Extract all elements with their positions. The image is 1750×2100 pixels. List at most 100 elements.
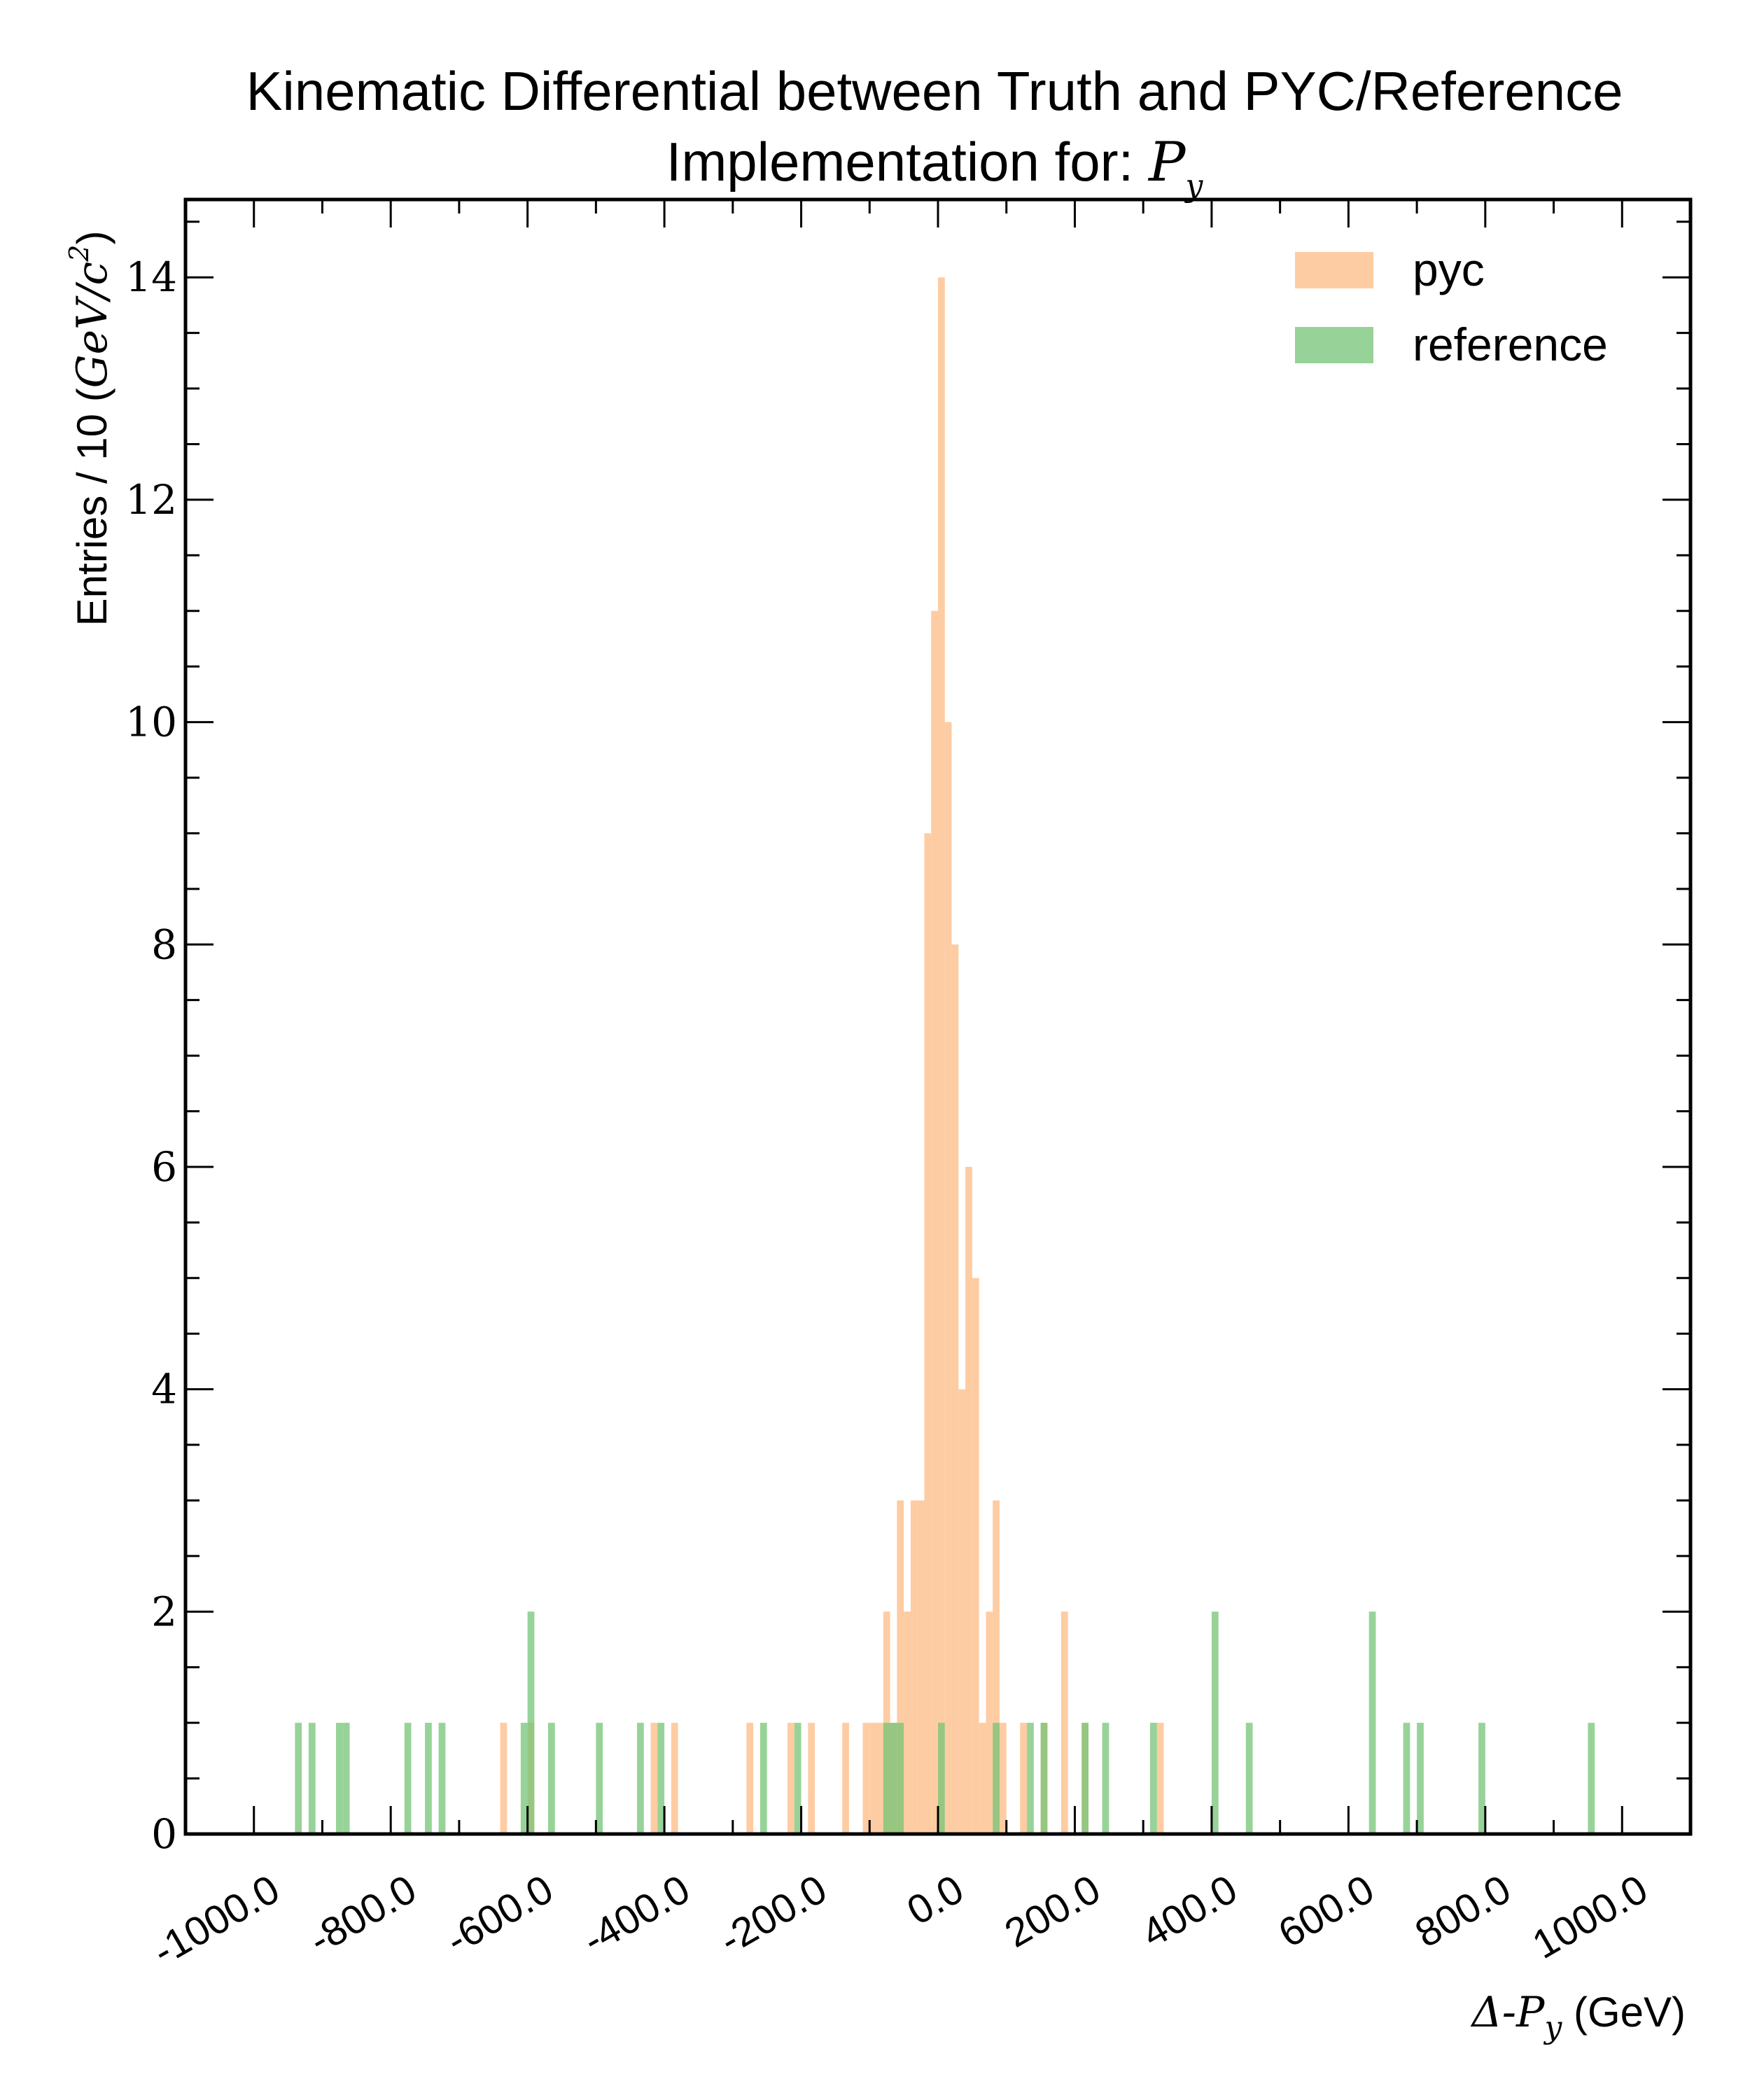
y-tick-label: 6 (151, 1143, 177, 1191)
reference-bar (760, 1723, 767, 1834)
chart-title-line2-text: Implementation for: (666, 131, 1149, 192)
legend-label-reference: reference (1413, 318, 1608, 370)
pyc-bar (931, 610, 938, 1834)
reference-bar (794, 1723, 802, 1834)
reference-bar (637, 1723, 644, 1834)
pyc-bar (979, 1723, 986, 1834)
x-tick-label: 0.0 (899, 1866, 971, 1934)
reference-bar (336, 1723, 343, 1834)
pyc-bar (972, 1278, 979, 1834)
reference-bar (425, 1723, 432, 1834)
reference-bar (1149, 1723, 1157, 1834)
pyc-bar (808, 1723, 816, 1834)
y-axis-label: Entries / 10 (GeV/c2) (64, 231, 117, 626)
reference-bar (1082, 1723, 1088, 1834)
x-tick-label: -200.0 (712, 1866, 834, 1963)
y-tick-label: 14 (125, 253, 177, 301)
pyc-bar (965, 1166, 972, 1834)
y-tick-label: 12 (125, 476, 177, 524)
chart-title-line2: Implementation for: Py (666, 131, 1204, 204)
y-tick-label: 2 (151, 1588, 177, 1635)
pyc-bar (1020, 1723, 1028, 1834)
legend-label-pyc: pyc (1413, 244, 1485, 295)
reference-bar (295, 1723, 302, 1834)
x-axis-label-math: Δ-P (1470, 1988, 1546, 2037)
y-tick-label: 4 (151, 1366, 177, 1413)
y-axis-label-sup: 2 (64, 245, 94, 262)
pyc-bar (999, 1723, 1007, 1834)
reference-bar (1368, 1611, 1376, 1834)
reference-bar (883, 1723, 890, 1834)
reference-bar (1102, 1723, 1110, 1834)
pyc-bar (924, 833, 932, 1834)
pyc-bar (869, 1723, 877, 1834)
reference-bar (404, 1723, 412, 1834)
y-tick-label: 8 (151, 920, 177, 968)
pyc-bar (650, 1723, 658, 1834)
reference-bar (1403, 1723, 1410, 1834)
reference-bar (1027, 1723, 1034, 1834)
pyc-bar (910, 1500, 918, 1834)
x-axis-label: Δ-Py (GeV) (1470, 1988, 1686, 2045)
reference-bar (308, 1723, 316, 1834)
pyc-bar (746, 1723, 754, 1834)
x-tick-label: 200.0 (997, 1866, 1108, 1956)
pyc-bar (862, 1723, 870, 1834)
pyc-bar (788, 1723, 794, 1834)
reference-bar (1211, 1611, 1219, 1834)
legend-swatch-reference (1295, 327, 1373, 363)
reference-bar (527, 1611, 535, 1834)
pyc-bar (1156, 1723, 1164, 1834)
pyc-bar (842, 1723, 849, 1834)
x-tick-label: -600.0 (438, 1866, 561, 1963)
x-axis-label-unit: (GeV) (1562, 1989, 1686, 2036)
reference-bar (993, 1723, 1000, 1834)
pyc-bar (500, 1723, 507, 1834)
legend-swatch-pyc (1295, 252, 1373, 288)
x-tick-labels: -1000.0 -800.0 -600.0 -400.0 -200.0 0.0 200.0 4… (145, 1866, 1655, 1975)
y-tick-label: 0 (151, 1810, 177, 1858)
x-axis-label-sub: y (1543, 2010, 1562, 2045)
pyc-bar (986, 1611, 993, 1834)
chart-title-line2-math: P (1147, 131, 1186, 194)
pyc-bar (951, 944, 959, 1834)
pyc-bar (958, 1389, 966, 1834)
reference-bar (547, 1723, 555, 1834)
pyc-bar (897, 1500, 904, 1834)
x-tick-label: 400.0 (1134, 1866, 1245, 1956)
pyc-bar (883, 1611, 890, 1834)
x-tick-label: -800.0 (302, 1866, 424, 1963)
pyc-bar (671, 1723, 678, 1834)
pyc-bar (993, 1500, 1000, 1834)
y-axis-label-close: ) (69, 231, 115, 245)
pyc-bar (876, 1723, 883, 1834)
reference-bar (1588, 1723, 1595, 1834)
legend: pyc reference (1295, 244, 1608, 370)
reference-bar (1417, 1723, 1424, 1834)
x-tick-label: 1000.0 (1525, 1866, 1655, 1968)
reference-bar (1040, 1723, 1048, 1834)
x-tick-label: -1000.0 (145, 1866, 287, 1975)
pyc-bar (944, 722, 952, 1834)
reference-bar (890, 1723, 897, 1834)
pyc-bar (917, 1500, 925, 1834)
reference-bar (657, 1723, 665, 1834)
x-tick-label: -400.0 (575, 1866, 697, 1963)
reference-bar (520, 1723, 528, 1834)
pyc-bar (1060, 1611, 1068, 1834)
y-tick-label: 10 (125, 699, 177, 746)
pyc-bar (938, 277, 945, 1835)
reference-bar (938, 1723, 945, 1834)
x-tick-label: 800.0 (1408, 1866, 1518, 1956)
pyc-bar (904, 1611, 911, 1834)
reference-bar (342, 1723, 350, 1834)
reference-bar (1478, 1723, 1485, 1834)
y-axis-label-text: Entries / 10 ( (69, 388, 115, 626)
reference-bar (1245, 1723, 1253, 1834)
x-tick-label: 600.0 (1270, 1866, 1381, 1956)
reference-bar (897, 1723, 904, 1834)
reference-bar (438, 1723, 446, 1834)
chart-title-line1: Kinematic Differential between Truth and… (246, 60, 1623, 122)
y-axis-label-math: GeV/c (68, 262, 117, 388)
